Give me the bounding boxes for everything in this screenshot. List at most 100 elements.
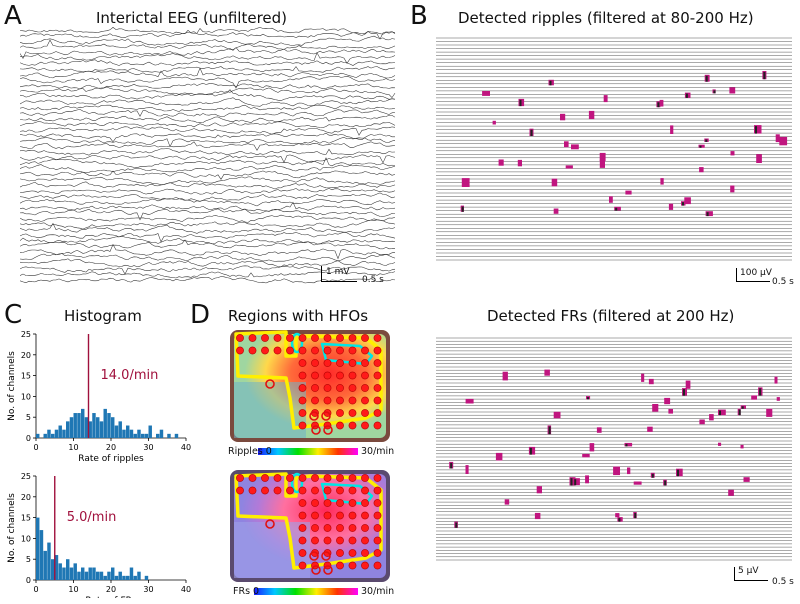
electrode-dot (348, 561, 357, 570)
hfo-event (652, 404, 659, 412)
electrode-dot (261, 334, 269, 342)
hfo-event (751, 395, 757, 400)
hfo-event-core (719, 410, 721, 416)
histogram-bar (167, 433, 171, 438)
eeg-trace (20, 97, 396, 107)
electrode-dot (361, 561, 369, 570)
eeg-trace (20, 192, 396, 202)
electrode-dot (286, 334, 294, 342)
electrode-dot (361, 409, 369, 417)
histogram-bar (114, 425, 119, 438)
histogram-bar (58, 425, 62, 438)
eeg-trace (20, 232, 396, 243)
histogram-bar (137, 571, 141, 580)
hfo-event (528, 446, 536, 455)
x-tick-label: 30 (143, 443, 153, 452)
eeg-trace (20, 141, 396, 151)
electrode-dot (361, 474, 369, 482)
eeg-trace (20, 137, 396, 148)
histogram-bar (69, 417, 74, 438)
histogram-bar (51, 433, 55, 438)
electrode-dot (348, 536, 357, 545)
scale-bar-horizontal-e (734, 580, 768, 581)
electrode-dot (336, 334, 344, 342)
eeg-traces (20, 27, 396, 284)
histogram-bar (39, 530, 44, 580)
electrode-dot (348, 549, 357, 557)
hfo-event (560, 113, 566, 121)
histogram-bar (148, 425, 152, 438)
electrode-dot (311, 499, 319, 507)
electrode-dot (298, 561, 307, 570)
hfo-event (553, 208, 559, 214)
hfo-event (613, 466, 620, 476)
electrode-dot (373, 561, 382, 570)
electrode-dot (323, 384, 332, 392)
electrode-dot (373, 334, 382, 342)
eeg-trace (20, 265, 396, 275)
electrode-dot (323, 486, 332, 495)
y-axis-label: No. of channels (7, 493, 17, 563)
electrode-ring (265, 379, 275, 389)
electrode-dot (298, 536, 307, 545)
hfo-event-core (519, 99, 522, 107)
electrode-dot (336, 409, 344, 417)
electrode-dot (286, 346, 294, 355)
electrode-dot (323, 474, 332, 482)
y-tick-label: 0 (26, 434, 31, 443)
histogram-ripples: 0 5 10 15 20 25 0 10 20 30 40 Rate of ripples No. of… (7, 330, 191, 464)
hfo-event (599, 160, 605, 168)
hfo-event-core (677, 469, 679, 477)
hfo-event (668, 408, 673, 414)
electrode-dot (373, 371, 382, 380)
electrode-dot (298, 346, 307, 355)
histogram-bar (118, 571, 122, 580)
electrode-dot (361, 359, 369, 367)
electrode-dot (273, 486, 282, 495)
panel-e-title: Detected FRs (filtered at 200 Hz) (487, 307, 735, 325)
electrode-dot (323, 396, 332, 405)
electrode-dot (323, 524, 332, 532)
colorbar-ripples (258, 448, 358, 455)
electrode-ring (323, 425, 333, 435)
panel-letter-b: B (410, 1, 428, 31)
eeg-trace (20, 27, 396, 35)
hfo-event-core (741, 406, 744, 409)
eeg-trace (20, 121, 396, 128)
hfo-event (609, 196, 613, 203)
eeg-trace (20, 176, 396, 185)
y-tick-label: 25 (21, 330, 31, 339)
electrode-dot (361, 346, 369, 355)
histogram-bar (51, 559, 55, 580)
electrode-dot (311, 371, 319, 380)
hfo-event-core (705, 139, 708, 142)
electrode-dot (348, 371, 357, 380)
eeg-trace (20, 75, 396, 89)
electrode-dot (373, 486, 382, 495)
hfo-event (709, 414, 714, 421)
histogram-bar (129, 567, 134, 580)
y-tick-label: 15 (21, 514, 31, 523)
histogram-bar (62, 567, 66, 580)
electrode-dot (336, 549, 344, 557)
hfo-event (627, 467, 631, 475)
electrode-dot (348, 396, 357, 405)
electrode-dot (348, 334, 357, 342)
electrode-dot (348, 421, 357, 430)
hfo-event-core (755, 126, 757, 134)
electrode-dot (361, 371, 369, 380)
histogram-bar (92, 413, 96, 438)
panel-c-title: Histogram (64, 307, 142, 325)
scale-bar-horizontal-b (736, 281, 770, 282)
histogram-bar (144, 575, 149, 580)
histogram-bar (92, 567, 96, 580)
electrode-dot (336, 371, 344, 380)
electrode-dot (323, 499, 332, 507)
electrode-dot (348, 486, 357, 495)
histogram-bar (114, 575, 119, 580)
eeg-trace (20, 126, 396, 136)
x-tick-label: 40 (181, 585, 191, 594)
hfo-event (659, 99, 664, 107)
electrode-dot (261, 346, 269, 355)
electrode-ring (311, 425, 321, 435)
